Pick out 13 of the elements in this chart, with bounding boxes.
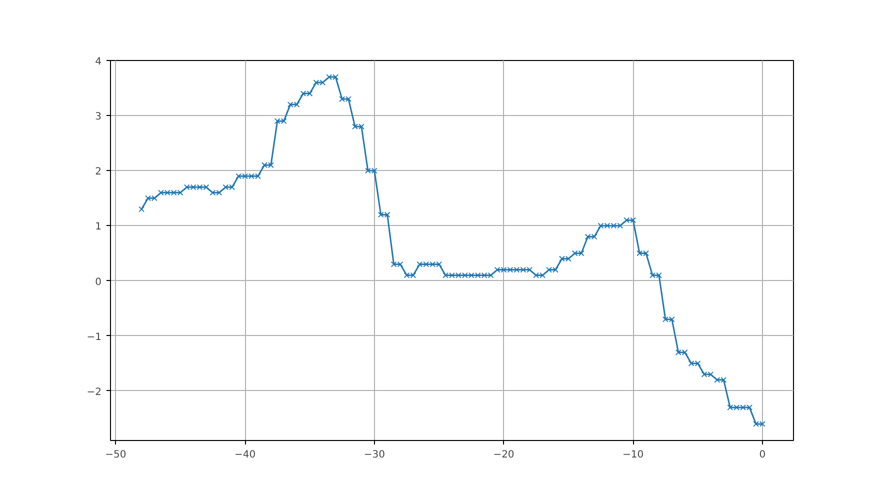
x-tick-label: −50 (105, 450, 126, 460)
x-tick-label: −20 (493, 450, 514, 460)
y-tick-label: 2 (95, 166, 102, 178)
y-tick-label: −1 (86, 332, 102, 343)
y-tick-label: 1 (95, 222, 102, 233)
y-tick-label: 3 (95, 112, 102, 123)
y-tick-label: 4 (95, 56, 102, 68)
x-tick-label: −30 (364, 450, 385, 460)
y-tick-label: −2 (86, 386, 102, 398)
x-tick-label: −40 (234, 450, 256, 460)
x-tick-label: 0 (759, 450, 766, 460)
y-tick-label: 0 (95, 276, 102, 288)
x-tick-label: −10 (622, 450, 644, 460)
